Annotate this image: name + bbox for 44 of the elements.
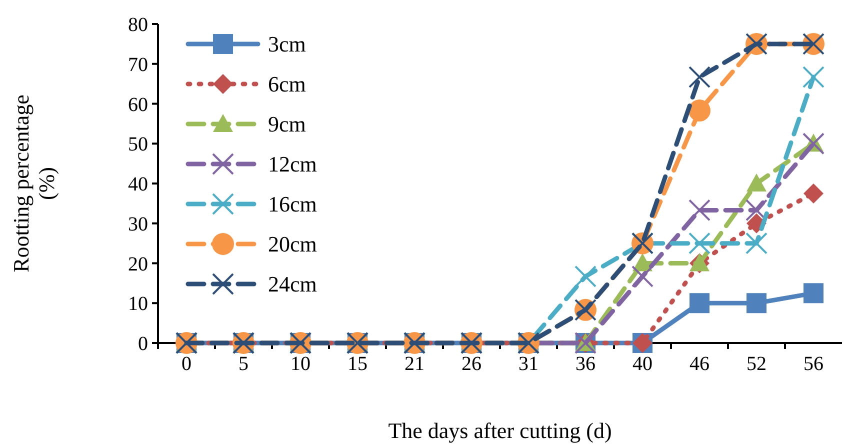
x-tick-label: 31	[518, 353, 538, 375]
legend-label: 3cm	[268, 32, 306, 57]
point	[574, 265, 596, 288]
y-tick-label: 70	[128, 54, 148, 76]
x-tick-label: 5	[238, 353, 248, 375]
x-tick-label: 52	[746, 353, 766, 375]
y-tick-label: 60	[128, 94, 148, 116]
point	[746, 174, 766, 192]
y-tick-label: 40	[128, 174, 148, 196]
point	[746, 199, 768, 222]
x-tick-label: 15	[348, 353, 368, 375]
point	[690, 293, 710, 314]
y-tick-label: 10	[128, 293, 148, 316]
y-tick-label: 0	[138, 333, 148, 355]
legend-label: 20cm	[268, 232, 317, 257]
y-axis-title: Rootting percentage (%)	[8, 94, 59, 272]
y-tick-label: 30	[128, 213, 148, 236]
legend-label: 24cm	[268, 272, 317, 297]
x-tick-label: 46	[690, 353, 710, 375]
x-axis-title: The days after cutting (d)	[388, 418, 612, 443]
x-tick-label: 40	[632, 353, 652, 375]
point	[804, 183, 824, 204]
point	[804, 283, 824, 304]
x-tick-label: 56	[804, 353, 824, 375]
legend-label: 6cm	[268, 72, 306, 97]
x-tick-label: 21	[404, 353, 424, 375]
point	[688, 66, 710, 88]
legend-label: 9cm	[268, 112, 306, 137]
point	[632, 265, 654, 288]
point	[746, 232, 768, 254]
x-tick-label: 36	[576, 353, 596, 375]
point	[802, 66, 824, 88]
y-tick-label: 20	[128, 253, 148, 276]
point	[746, 293, 766, 314]
legend-label: 16cm	[268, 192, 317, 217]
x-tick-label: 0	[182, 353, 192, 375]
y-tick-label: 50	[128, 134, 148, 156]
legend-label: 12cm	[268, 152, 317, 177]
point	[688, 100, 710, 122]
x-tick-label: 10	[290, 353, 310, 375]
point	[688, 232, 710, 254]
x-tick-label: 26	[462, 353, 482, 375]
y-tick-label: 80	[128, 14, 148, 36]
point	[688, 199, 710, 222]
